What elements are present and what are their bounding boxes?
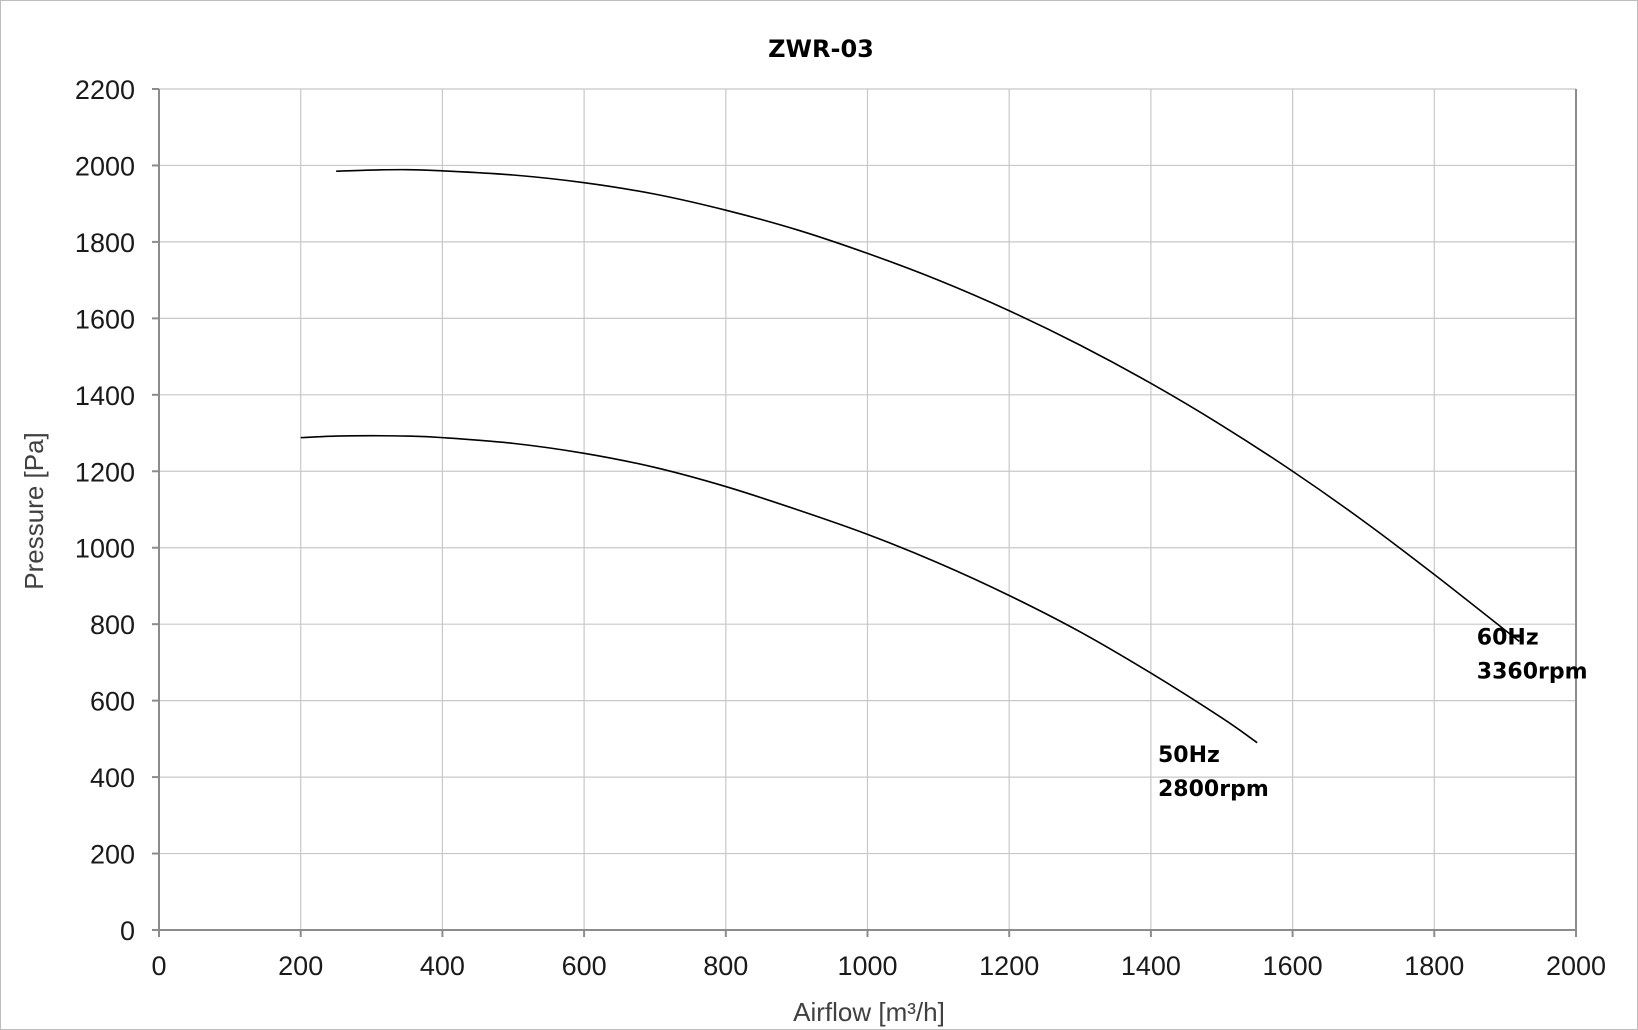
y-tick-label: 800 bbox=[90, 610, 135, 640]
x-tick-label: 600 bbox=[562, 951, 607, 981]
curve-label-line: 50Hz bbox=[1158, 743, 1220, 768]
series-line-50hz bbox=[300, 434, 1258, 744]
grid-layer bbox=[159, 88, 1577, 930]
y-tick-label: 1400 bbox=[75, 381, 135, 411]
curve-label-line: 2800rpm bbox=[1158, 777, 1269, 802]
x-tick-label: 1000 bbox=[837, 951, 897, 981]
x-tick-label: 400 bbox=[420, 951, 465, 981]
x-axis-label: Airflow [m³/h] bbox=[793, 997, 945, 1027]
x-tick-label: 1600 bbox=[1263, 951, 1323, 981]
text-layer: ZWR-03 Airflow [m³/h] Pressure [Pa] 0 200… bbox=[19, 35, 1606, 1027]
y-tick-label: 1200 bbox=[75, 457, 135, 487]
x-tick-label: 0 bbox=[151, 951, 166, 981]
y-axis-label: Pressure [Pa] bbox=[19, 432, 49, 590]
series-line-60hz bbox=[336, 168, 1520, 643]
axis-layer bbox=[152, 88, 1577, 937]
series-layer bbox=[300, 168, 1520, 744]
chart-title: ZWR-03 bbox=[768, 35, 874, 63]
curve-label-line: 60Hz bbox=[1477, 625, 1539, 650]
x-tick-label: 1400 bbox=[1121, 951, 1181, 981]
x-tick-label: 200 bbox=[278, 951, 323, 981]
curve-label-line: 3360rpm bbox=[1477, 659, 1588, 684]
y-tick-label: 1800 bbox=[75, 228, 135, 258]
x-tick-label: 1800 bbox=[1404, 951, 1464, 981]
x-tick-label: 1200 bbox=[979, 951, 1039, 981]
y-tick-label: 200 bbox=[90, 840, 135, 870]
x-tick-label: 800 bbox=[703, 951, 748, 981]
y-tick-label: 2000 bbox=[75, 151, 135, 181]
y-tick-label: 1000 bbox=[75, 534, 135, 564]
y-tick-label: 0 bbox=[120, 916, 135, 946]
y-tick-label: 2200 bbox=[75, 75, 135, 105]
x-tick-label: 2000 bbox=[1546, 951, 1606, 981]
y-tick-label: 400 bbox=[90, 763, 135, 793]
y-tick-label: 600 bbox=[90, 687, 135, 717]
y-tick-label: 1600 bbox=[75, 304, 135, 334]
